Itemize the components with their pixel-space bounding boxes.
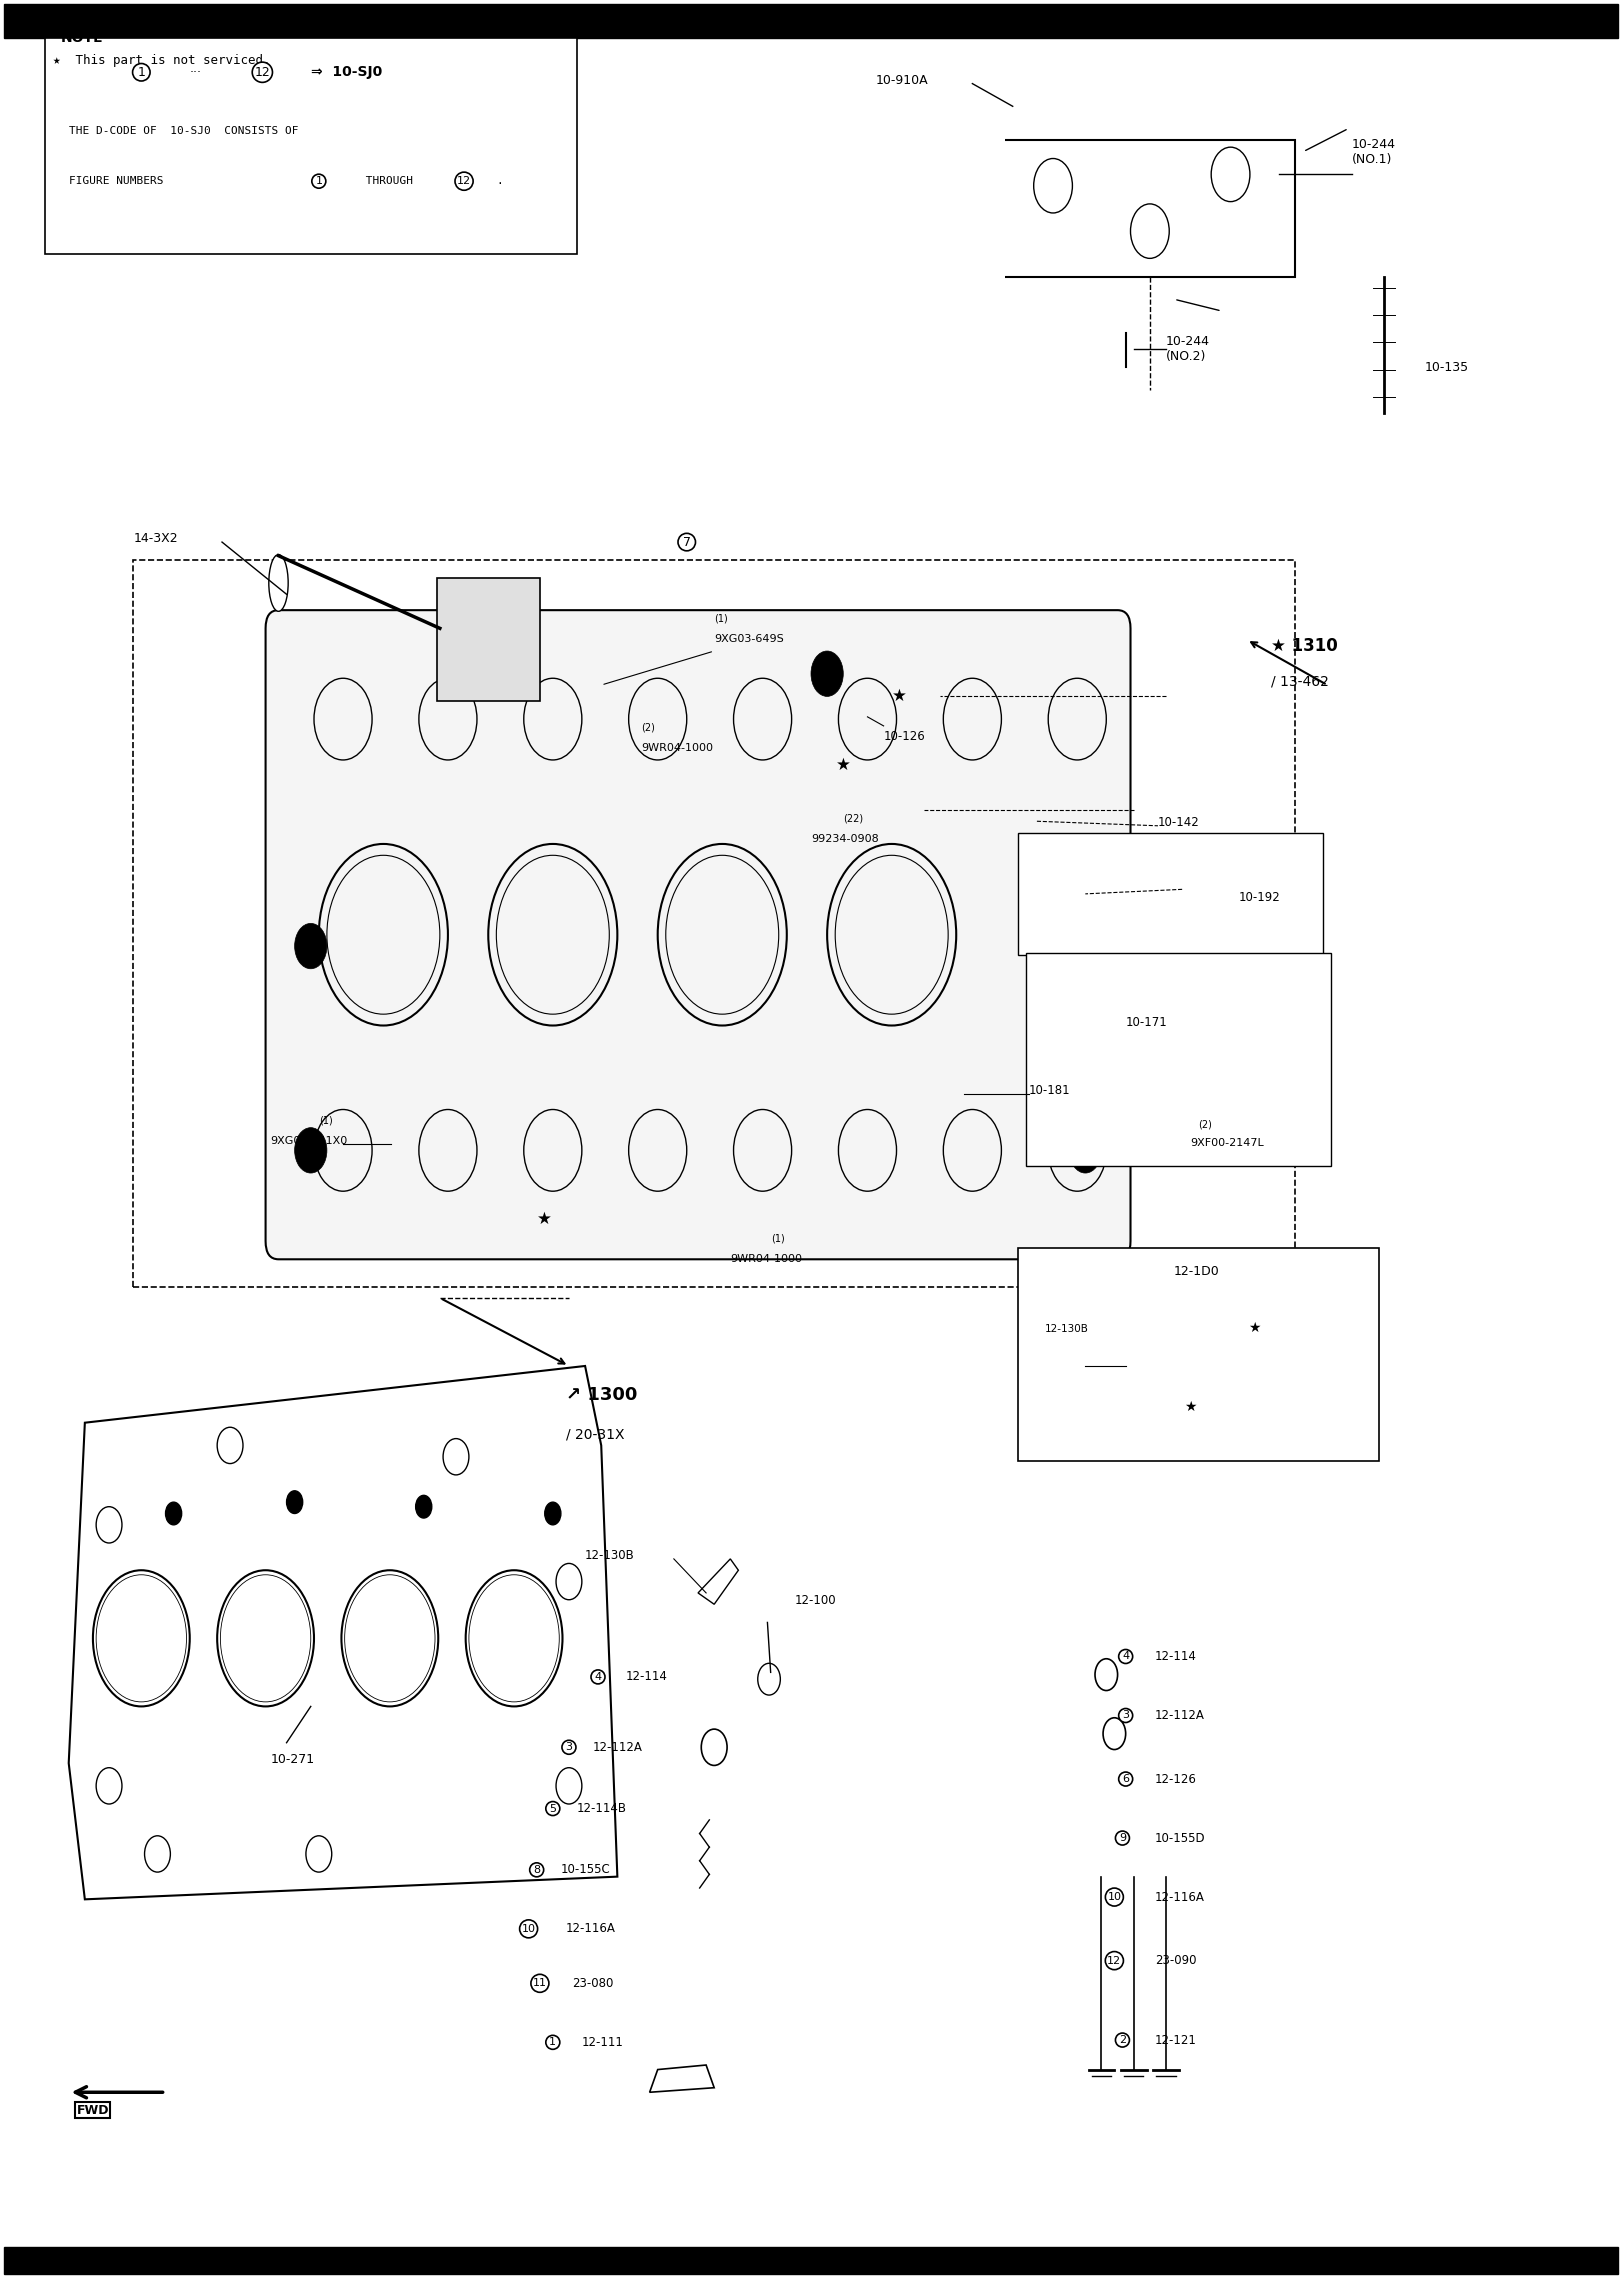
- Circle shape: [295, 1128, 328, 1173]
- Text: / 20-31X: / 20-31X: [566, 1428, 624, 1442]
- Text: 10-171: 10-171: [1126, 1016, 1168, 1027]
- Text: 9: 9: [1119, 1834, 1126, 1843]
- Text: 10-244
(NO.1): 10-244 (NO.1): [1351, 137, 1395, 166]
- FancyBboxPatch shape: [1017, 1248, 1379, 1460]
- Text: ···: ···: [190, 66, 201, 80]
- Text: (1): (1): [714, 613, 728, 624]
- Text: .: .: [496, 175, 503, 187]
- Text: 12-111: 12-111: [582, 2037, 624, 2048]
- Text: ★  This part is not serviced.: ★ This part is not serviced.: [52, 55, 271, 68]
- Bar: [133, 560, 1294, 1287]
- Text: 12-130B: 12-130B: [1045, 1324, 1088, 1335]
- Text: (2): (2): [642, 722, 655, 734]
- Text: (22): (22): [843, 813, 863, 822]
- Text: 11: 11: [534, 1977, 547, 1989]
- Text: 1: 1: [138, 66, 146, 80]
- Text: 10: 10: [1108, 1893, 1121, 1902]
- Text: ↗ 1300: ↗ 1300: [566, 1385, 637, 1403]
- Circle shape: [165, 1501, 182, 1524]
- Text: 23-090: 23-090: [1155, 1955, 1195, 1968]
- Text: 12: 12: [255, 66, 271, 80]
- Circle shape: [295, 923, 328, 968]
- Text: FWD: FWD: [76, 2103, 109, 2116]
- Text: 12-121: 12-121: [1155, 2034, 1197, 2046]
- Text: ★: ★: [892, 688, 907, 706]
- Text: (2): (2): [1199, 1121, 1212, 1130]
- Text: 4: 4: [594, 1672, 602, 1681]
- Text: 9XF00-2147L: 9XF00-2147L: [1191, 1137, 1264, 1148]
- Text: (1): (1): [770, 1232, 785, 1244]
- Text: ★ 1310: ★ 1310: [1272, 638, 1338, 656]
- Text: 12-116A: 12-116A: [1155, 1891, 1205, 1904]
- Text: 12-112A: 12-112A: [594, 1740, 642, 1754]
- FancyBboxPatch shape: [436, 579, 540, 702]
- Text: 9XG03-649S: 9XG03-649S: [714, 633, 783, 645]
- Text: 12-114B: 12-114B: [577, 1802, 628, 1816]
- Circle shape: [1069, 923, 1101, 968]
- Text: 14-3X2: 14-3X2: [133, 533, 178, 544]
- Text: 10-910A: 10-910A: [876, 73, 928, 87]
- Text: 6: 6: [1122, 1775, 1129, 1784]
- Text: 4: 4: [1122, 1652, 1129, 1661]
- Text: THE D-CODE OF  10-SJ0  CONSISTS OF: THE D-CODE OF 10-SJ0 CONSISTS OF: [68, 125, 298, 137]
- Text: 10-126: 10-126: [884, 729, 926, 743]
- Text: 10-155D: 10-155D: [1155, 1832, 1205, 1845]
- Text: 10-192: 10-192: [1239, 891, 1280, 904]
- Text: 12-126: 12-126: [1155, 1772, 1197, 1786]
- Text: 99234-0908: 99234-0908: [811, 834, 879, 843]
- FancyBboxPatch shape: [1025, 952, 1330, 1166]
- Circle shape: [1069, 1128, 1101, 1173]
- Text: 12-116A: 12-116A: [566, 1923, 616, 1936]
- Text: 12: 12: [1108, 1955, 1121, 1966]
- Text: FIGURE NUMBERS: FIGURE NUMBERS: [68, 175, 170, 187]
- Text: 10-244
(NO.2): 10-244 (NO.2): [1166, 335, 1210, 362]
- Text: THROUGH: THROUGH: [358, 175, 414, 187]
- Text: 12-114: 12-114: [626, 1670, 667, 1683]
- Text: 9WR04-1000: 9WR04-1000: [730, 1253, 803, 1264]
- Text: NOTE: NOTE: [60, 32, 104, 46]
- Text: 12: 12: [457, 175, 470, 187]
- Text: 1: 1: [315, 175, 323, 187]
- Text: 12-1D0: 12-1D0: [1174, 1264, 1220, 1278]
- Circle shape: [415, 1494, 431, 1517]
- Ellipse shape: [269, 554, 289, 611]
- FancyBboxPatch shape: [266, 611, 1131, 1260]
- Text: 12-100: 12-100: [795, 1595, 837, 1608]
- Text: 10: 10: [522, 1925, 535, 1934]
- Circle shape: [472, 652, 504, 697]
- Text: 9XG01-441X0: 9XG01-441X0: [271, 1134, 347, 1146]
- Text: 10-135: 10-135: [1424, 360, 1468, 374]
- Text: / 13-462: / 13-462: [1272, 674, 1328, 688]
- Text: 8: 8: [534, 1866, 540, 1875]
- Text: 10-142: 10-142: [1158, 816, 1200, 829]
- Text: 3: 3: [1122, 1711, 1129, 1720]
- Circle shape: [545, 1501, 561, 1524]
- Text: 3: 3: [566, 1743, 573, 1752]
- Text: 9WR04-1000: 9WR04-1000: [642, 743, 714, 754]
- Text: ★: ★: [537, 1210, 551, 1228]
- Text: 2: 2: [1119, 2034, 1126, 2046]
- Text: (1): (1): [320, 1116, 333, 1125]
- Text: 7: 7: [683, 535, 691, 549]
- Text: ★: ★: [1249, 1321, 1260, 1335]
- Text: ⇒  10-SJ0: ⇒ 10-SJ0: [311, 66, 383, 80]
- Bar: [5, 2246, 1617, 2273]
- Text: ★: ★: [1184, 1401, 1197, 1415]
- Text: 12-114: 12-114: [1155, 1649, 1197, 1663]
- Text: 5: 5: [550, 1804, 556, 1813]
- Circle shape: [287, 1490, 303, 1513]
- Text: 10-155C: 10-155C: [561, 1863, 610, 1877]
- Text: 10-271: 10-271: [271, 1754, 315, 1765]
- FancyBboxPatch shape: [44, 39, 577, 253]
- Text: 1: 1: [550, 2037, 556, 2048]
- Text: 23-080: 23-080: [573, 1977, 613, 1989]
- Circle shape: [811, 652, 843, 697]
- Text: 10-181: 10-181: [1028, 1084, 1071, 1096]
- Text: 12-130B: 12-130B: [586, 1549, 634, 1563]
- FancyBboxPatch shape: [1017, 831, 1322, 954]
- Text: 12-112A: 12-112A: [1155, 1708, 1205, 1722]
- Text: ★: ★: [835, 756, 850, 775]
- Bar: [5, 5, 1617, 39]
